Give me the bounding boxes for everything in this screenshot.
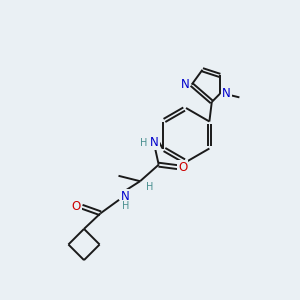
Text: H: H [146,182,153,192]
Text: N: N [121,190,130,203]
Text: N: N [181,78,190,91]
Text: O: O [72,200,81,213]
Text: H: H [140,138,147,148]
Text: H: H [122,201,129,211]
Text: N: N [222,87,231,100]
Text: O: O [178,160,187,174]
Text: N: N [150,136,159,149]
